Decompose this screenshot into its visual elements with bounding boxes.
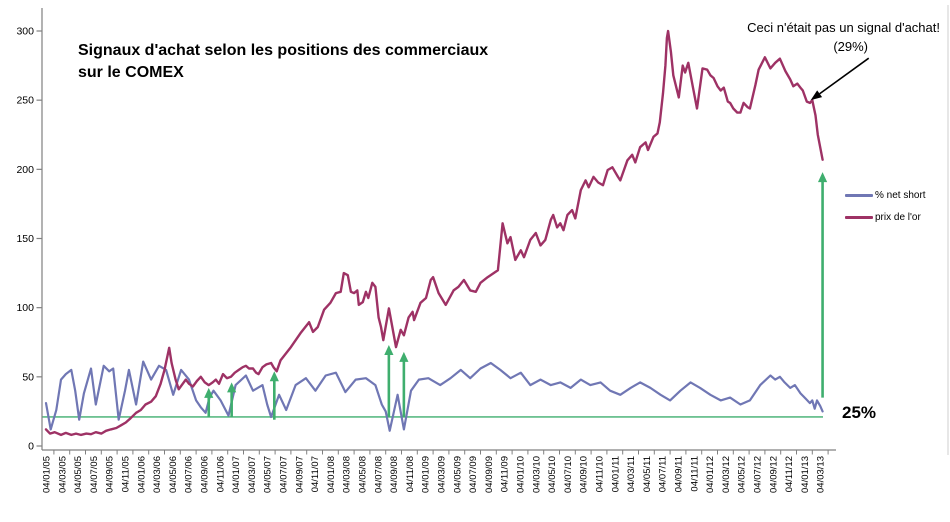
x-tick-label: 04/03/05 (57, 456, 68, 493)
x-tick-label: 04/09/07 (294, 456, 305, 493)
x-tick-label: 04/05/09 (452, 456, 463, 493)
x-tick-label: 04/03/12 (721, 456, 732, 493)
x-tick-label: 04/07/11 (658, 456, 669, 492)
buy-signal-arrowhead (384, 345, 394, 356)
x-tick-label: 04/09/11 (674, 456, 685, 492)
y-tick-label: 100 (16, 302, 34, 314)
x-tick-label: 04/07/07 (279, 456, 290, 493)
annotation-text: Ceci n'était pas un signal d'achat! (747, 20, 940, 35)
x-tick-label: 04/05/05 (73, 456, 84, 493)
x-tick-label: 04/09/08 (389, 456, 400, 493)
chart-title: Signaux d'achat selon les positions des … (78, 40, 488, 84)
x-tick-label: 04/01/11 (610, 456, 621, 492)
x-tick-label: 04/01/08 (326, 456, 337, 493)
x-tick-label: 04/01/10 (516, 456, 527, 493)
y-tick-label: 250 (16, 95, 34, 107)
x-tick-label: 04/05/11 (642, 456, 653, 492)
x-tick-label: 04/09/12 (768, 456, 779, 493)
x-tick-label: 04/03/07 (247, 456, 258, 493)
buy-signal-arrowhead (399, 351, 409, 362)
x-tick-label: 04/03/11 (626, 456, 637, 492)
y-tick-label: 50 (22, 371, 34, 383)
series-net-short-line (44, 360, 824, 432)
x-tick-label: 04/03/10 (531, 456, 542, 493)
buy-signal-arrowhead (227, 382, 237, 393)
x-tick-label: 04/11/11 (689, 456, 700, 492)
x-tick-label: 04/11/06 (215, 456, 226, 492)
x-tick-label: 04/11/08 (405, 456, 416, 492)
y-tick-label: 150 (16, 233, 34, 245)
x-tick-label: 04/11/05 (121, 456, 132, 492)
x-tick-label: 04/11/10 (595, 456, 606, 492)
buy-signal-arrowhead (269, 371, 279, 382)
chart-title-line1: Signaux d'achat selon les positions des … (78, 42, 489, 59)
x-tick-label: 04/09/09 (484, 456, 495, 493)
x-tick-label: 04/03/09 (437, 456, 448, 493)
x-tick-label: 04/05/07 (263, 456, 274, 493)
x-tick-label: 04/07/10 (563, 456, 574, 493)
gold-price-line-swatch (845, 216, 873, 219)
legend-label-gold-price: prix de l'or (875, 212, 921, 223)
y-tick-label: 300 (16, 26, 34, 38)
x-tick-label: 04/07/05 (89, 456, 100, 493)
annotation-arrowhead (810, 90, 823, 101)
legend-label-net-short: % net short (875, 190, 926, 201)
buy-signal-arrowhead (204, 387, 214, 398)
x-tick-label: 04/11/09 (500, 456, 511, 492)
x-tick-label: 04/09/05 (105, 456, 116, 493)
y-tick-label: 200 (16, 164, 34, 176)
buy-signal-arrowhead (817, 172, 828, 183)
x-tick-label: 04/01/07 (231, 456, 242, 493)
x-tick-label: 04/11/07 (310, 456, 321, 492)
x-tick-label: 04/01/06 (136, 456, 147, 493)
x-tick-label: 04/07/09 (468, 456, 479, 493)
x-tick-label: 04/01/13 (800, 456, 811, 493)
legend: % net short prix de l'or (845, 190, 926, 234)
chart-title-line2: sur le COMEX (78, 64, 184, 81)
x-tick-label: 04/05/10 (547, 456, 558, 493)
net-short-line-swatch (845, 194, 873, 197)
x-tick-label: 04/01/12 (705, 456, 716, 493)
x-tick-label: 04/01/05 (42, 456, 53, 493)
x-tick-label: 04/05/12 (737, 456, 748, 493)
x-tick-label: 04/05/06 (168, 456, 179, 493)
x-tick-label: 04/03/06 (152, 456, 163, 493)
x-tick-label: 04/11/12 (784, 456, 795, 492)
legend-entry-gold-price: prix de l'or (845, 212, 926, 223)
annotation-arrow (819, 57, 870, 95)
annotation-no-buy-signal: Ceci n'était pas un signal d'achat! (29%… (660, 18, 940, 56)
legend-entry-net-short: % net short (845, 190, 926, 201)
x-tick-label: 04/01/09 (421, 456, 432, 493)
annotation-percent: (29%) (833, 39, 868, 54)
x-tick-label: 04/09/10 (579, 456, 590, 493)
x-tick-label: 04/07/12 (753, 456, 764, 493)
x-tick-label: 04/07/08 (373, 456, 384, 493)
series-gold-price-line (44, 29, 824, 437)
reference-line-label: 25% (842, 403, 877, 422)
x-tick-label: 04/09/06 (200, 456, 211, 493)
x-tick-label: 04/07/06 (184, 456, 195, 493)
y-tick-label: 0 (28, 441, 34, 453)
x-tick-label: 04/03/08 (342, 456, 353, 493)
x-tick-label: 04/05/08 (358, 456, 369, 493)
x-tick-label: 04/03/13 (816, 456, 827, 493)
